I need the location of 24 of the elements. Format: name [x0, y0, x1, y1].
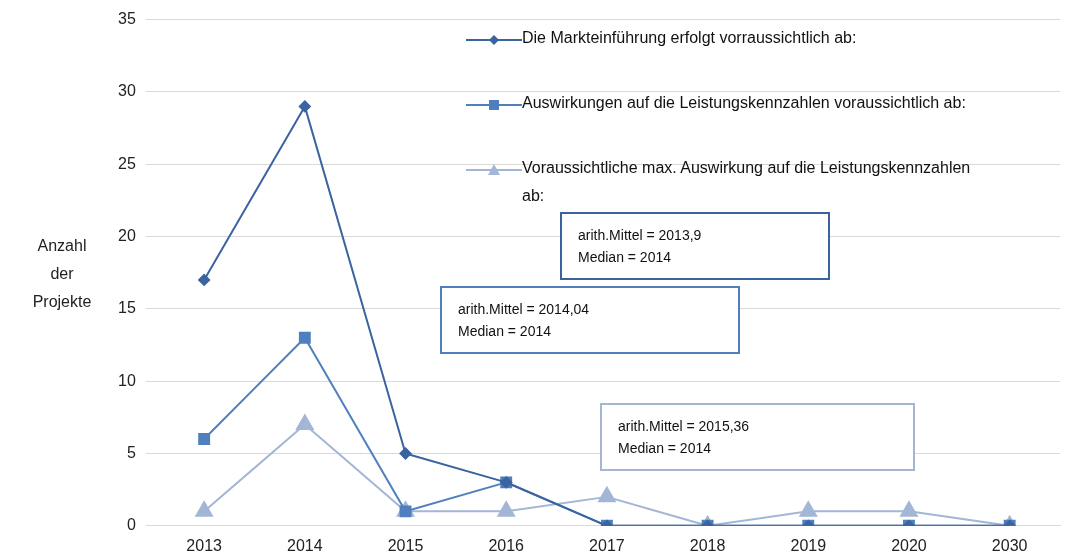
text-box: arith.Mittel = 2014,04 Median = 2014: [440, 286, 740, 354]
y-tick-label: 25: [118, 154, 136, 172]
x-tick-label: 2020: [891, 536, 927, 554]
y-tick-label: 30: [118, 82, 136, 100]
x-tick-label: 2014: [287, 536, 323, 554]
legend-label: Auswirkungen auf die Leistungskennzahlen voraussichtlich ab:: [522, 93, 967, 113]
text-box: arith.Mittel = 2013,9 Median = 2014: [560, 212, 830, 280]
x-tick-label: 2030: [991, 536, 1028, 554]
y-tick-label: 10: [118, 371, 136, 389]
y-tick-label: 15: [118, 299, 136, 317]
x-tick-label: 2013: [186, 536, 223, 554]
text-box: arith.Mittel = 2015,36 Median = 2014: [600, 403, 915, 471]
y-tick-label: 0: [126, 516, 136, 534]
y-tick-label: 35: [118, 10, 136, 28]
y-tick-label: 5: [126, 443, 136, 461]
legend-label: Die Markteinführung erfolgt vorraussichtlich ab:: [522, 28, 858, 48]
x-tick-label: 2016: [488, 536, 525, 554]
x-tick-label: 2015: [387, 536, 424, 554]
x-tick-label: 2019: [790, 536, 827, 554]
x-tick-label: 2018: [689, 536, 726, 554]
x-tick-label: 2017: [589, 536, 625, 554]
legend-label: Voraussichtliche max. Auswirkung auf die Leistungskennzahlen ab:: [522, 158, 972, 206]
y-axis-title: Anzahl der Projekte: [31, 236, 93, 312]
y-tick-label: 20: [118, 226, 136, 244]
